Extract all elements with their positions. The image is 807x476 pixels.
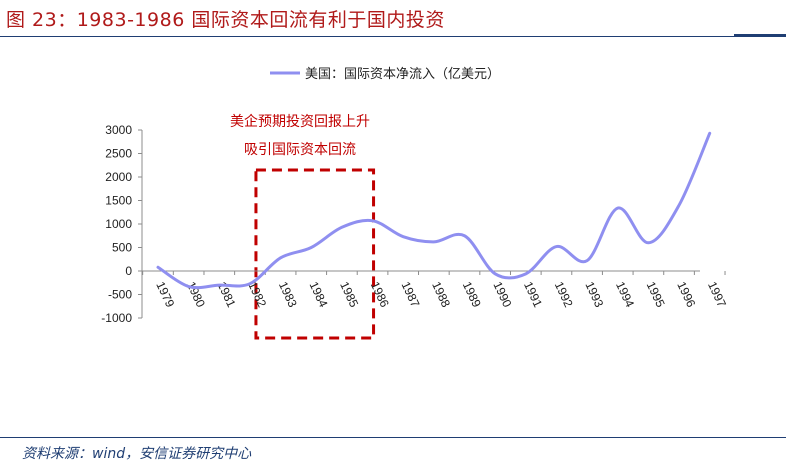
data-point	[433, 241, 434, 242]
y-tick-label: 3000	[105, 123, 132, 137]
data-point	[679, 205, 680, 206]
title-bar: 图 23：1983-1986 国际资本回流有利于国内投资	[0, 0, 807, 38]
y-tick-label: 2000	[105, 170, 132, 184]
x-tick-label: 1980	[184, 279, 208, 309]
x-tick-label: 1991	[521, 279, 545, 309]
y-tick-label: 1000	[105, 217, 132, 231]
data-point	[249, 283, 250, 284]
annotation-line-2: 吸引国际资本回流	[244, 142, 356, 158]
x-tick-label: 1990	[490, 279, 514, 309]
title-divider-accent	[734, 34, 786, 36]
data-point	[495, 273, 496, 274]
data-point	[311, 247, 312, 248]
title-divider	[0, 36, 786, 37]
x-tick-label: 1996	[674, 279, 698, 309]
x-tick-label: 1993	[582, 279, 606, 309]
data-point	[188, 286, 189, 287]
x-tick-label: 1979	[153, 279, 177, 309]
data-point	[648, 242, 649, 243]
x-tick-label: 1994	[613, 279, 637, 309]
y-ticks: -1000 -500 0 500 1000 1500 2000 2500 3000	[101, 123, 142, 325]
data-point	[525, 273, 526, 274]
data-point	[158, 267, 159, 268]
y-tick-label: 1500	[105, 194, 132, 208]
y-tick-label: 2500	[105, 147, 132, 161]
chart-annotation: 美企预期投资回报上升 吸引国际资本回流	[230, 113, 370, 158]
y-tick-label: 500	[112, 241, 132, 255]
source-divider	[0, 437, 786, 438]
data-point	[709, 133, 710, 134]
data-point	[464, 235, 465, 236]
series-points	[158, 133, 711, 287]
data-point	[219, 285, 220, 286]
x-ticks: 1979 1980 1981 1982 1983 1984 1985 1986 1987 1988…	[142, 271, 729, 310]
x-tick-label: 1997	[705, 279, 729, 309]
legend-label: 美国：国际资本净流入（亿美元）	[305, 67, 500, 82]
data-point	[556, 246, 557, 247]
data-point	[587, 260, 588, 261]
x-tick-label: 1985	[337, 279, 361, 309]
x-tick-label: 1989	[460, 279, 484, 309]
data-point	[372, 220, 373, 221]
x-tick-label: 1983	[276, 279, 300, 309]
page-title: 图 23：1983-1986 国际资本回流有利于国内投资	[6, 9, 445, 31]
x-tick-label: 1988	[429, 279, 453, 309]
highlight-box	[254, 168, 376, 340]
data-point	[403, 236, 404, 237]
x-tick-label: 1995	[644, 279, 668, 309]
chart: 美国：国际资本净流入（亿美元） 美企预期投资回报上升 吸引国际资本回流 -100…	[101, 67, 729, 340]
y-tick-label: -1000	[101, 311, 132, 325]
data-point	[280, 257, 281, 258]
x-tick-label: 1992	[552, 279, 576, 309]
y-tick-label: 0	[125, 264, 132, 278]
series-line-capital-inflow	[156, 131, 712, 290]
source-note: 资料来源：wind，安信证券研究中心	[22, 446, 252, 462]
chart-legend: 美国：国际资本净流入（亿美元）	[270, 67, 500, 82]
x-tick-label: 1987	[398, 279, 422, 309]
y-tick-label: -500	[108, 288, 132, 302]
data-point	[341, 227, 342, 228]
x-tick-label: 1986	[368, 279, 392, 309]
x-tick-label: 1984	[307, 279, 331, 309]
data-point	[617, 208, 618, 209]
annotation-line-1: 美企预期投资回报上升	[230, 113, 370, 130]
